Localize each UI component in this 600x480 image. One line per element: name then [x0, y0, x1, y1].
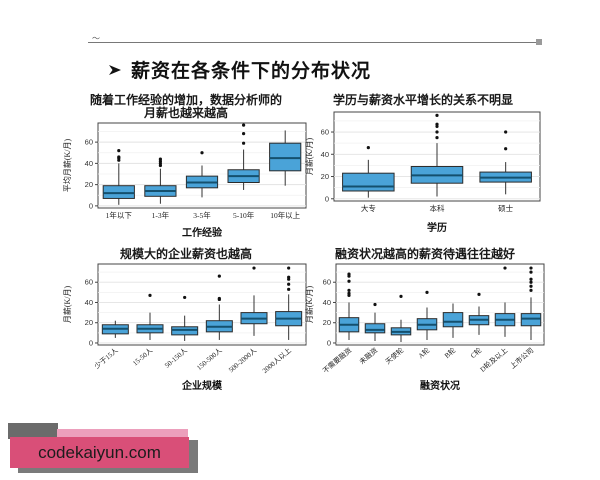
- header-divider: [88, 42, 540, 43]
- svg-text:20: 20: [85, 318, 93, 327]
- svg-text:大专: 大专: [361, 203, 376, 213]
- svg-text:少于15人: 少于15人: [93, 346, 120, 370]
- watermark-corner-block: [8, 423, 58, 439]
- svg-text:0: 0: [327, 338, 331, 347]
- svg-text:0: 0: [89, 201, 93, 210]
- svg-text:学历: 学历: [427, 221, 447, 234]
- svg-text:50-150人: 50-150人: [163, 346, 189, 369]
- boxplot-experience: 随着工作经验的增加，数据分析师的 月薪也越来越高 0 20 40 60 1年以下 1-3年 3-…: [60, 94, 312, 249]
- svg-text:40: 40: [323, 298, 331, 307]
- svg-text:40: 40: [85, 298, 93, 307]
- svg-text:60: 60: [321, 128, 329, 137]
- svg-text:3-5年: 3-5年: [193, 210, 211, 220]
- svg-text:20: 20: [85, 180, 93, 189]
- rule-scribble: 〜: [92, 34, 100, 43]
- chart-title-line: 随着工作经验的增加，数据分析师的: [89, 93, 282, 107]
- svg-text:C轮: C轮: [469, 346, 484, 360]
- svg-text:融资状况: 融资状况: [420, 379, 460, 392]
- svg-text:月薪(K/月): 月薪(K/月): [304, 286, 314, 324]
- svg-text:1年以下: 1年以下: [106, 210, 133, 220]
- svg-text:500-2000人: 500-2000人: [227, 346, 258, 374]
- svg-text:天使轮: 天使轮: [383, 346, 405, 366]
- svg-text:40: 40: [85, 159, 93, 168]
- page-title-text: 薪资在各条件下的分布状况: [131, 61, 372, 82]
- svg-text:企业规模: 企业规模: [181, 379, 223, 392]
- svg-text:0: 0: [89, 338, 93, 347]
- watermark-highlight: [57, 429, 188, 440]
- svg-text:10年以上: 10年以上: [270, 210, 300, 220]
- boxplot-funding: 融资状况越高的薪资待遇往往越好 0 20 40 60 不需要融资 未融资 天使轮 A轮 B轮 C轮 D…: [302, 248, 548, 400]
- chart-title-line: 规模大的企业薪资也越高: [119, 247, 252, 261]
- svg-text:0: 0: [325, 194, 329, 203]
- svg-text:工作经验: 工作经验: [182, 226, 223, 239]
- svg-text:1-3年: 1-3年: [152, 210, 170, 220]
- svg-text:月薪(K/月): 月薪(K/月): [304, 138, 314, 176]
- arrowhead-bullet-icon: [109, 64, 121, 75]
- header-divider-endcap: [536, 39, 542, 45]
- svg-text:60: 60: [85, 138, 93, 147]
- watermark-badge: codekaiyun.com: [10, 437, 189, 468]
- svg-text:15-50人: 15-50人: [131, 346, 154, 367]
- svg-text:不需要融资: 不需要融资: [321, 346, 354, 375]
- svg-text:60: 60: [85, 278, 93, 287]
- boxplot-company-size: 规模大的企业薪资也越高 0 20 40 60 少于15人 15-50人 50-150人 150-…: [60, 248, 312, 400]
- svg-text:150-500人: 150-500人: [195, 346, 223, 372]
- svg-text:2000人以上: 2000人以上: [260, 346, 293, 375]
- svg-text:D轮及以上: D轮及以上: [478, 346, 509, 374]
- svg-text:5-10年: 5-10年: [233, 210, 255, 220]
- svg-text:A轮: A轮: [416, 346, 431, 361]
- size-plot-area: 0 20 40 60 少于15人 15-50人 50-150人 150-500人 500-200…: [62, 263, 307, 392]
- watermark-text: codekaiyun.com: [38, 442, 161, 462]
- boxplot-education: 学历与薪资水平增长的关系不明显 0 20 40 60 大专 本科 硕士学历 月薪(K/月): [302, 94, 544, 242]
- svg-text:20: 20: [323, 318, 331, 327]
- svg-text:40: 40: [321, 150, 329, 159]
- svg-text:月薪(K/月): 月薪(K/月): [62, 286, 72, 324]
- svg-text:硕士: 硕士: [498, 203, 513, 213]
- svg-text:B轮: B轮: [443, 346, 458, 360]
- svg-text:未融资: 未融资: [357, 346, 379, 366]
- page-title: 薪资在各条件下的分布状况: [108, 56, 371, 83]
- svg-text:本科: 本科: [430, 203, 445, 213]
- svg-text:上市公司: 上市公司: [508, 346, 535, 371]
- chart-title-line: 月薪也越来越高: [143, 106, 228, 120]
- svg-text:60: 60: [323, 278, 331, 287]
- chart-title-line: 学历与薪资水平增长的关系不明显: [332, 93, 513, 107]
- svg-text:平均月薪(K/月): 平均月薪(K/月): [62, 139, 72, 193]
- chart-title-line: 融资状况越高的薪资待遇往往越好: [334, 247, 515, 261]
- svg-text:20: 20: [321, 172, 329, 181]
